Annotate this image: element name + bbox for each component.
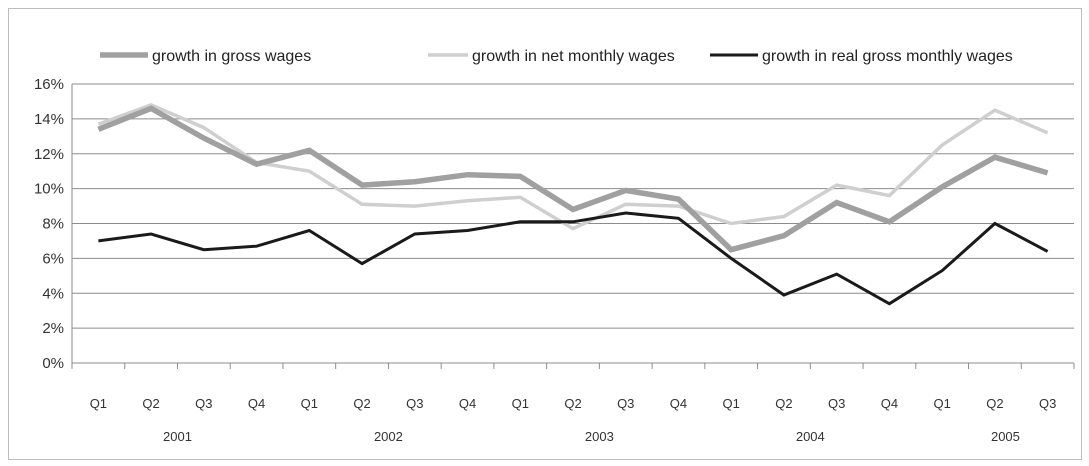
y-axis-tick-labels: 0% 2% 4% 6% 8% 10% 12% 14% 16% bbox=[34, 76, 64, 372]
x-tick-label: Q3 bbox=[406, 396, 423, 411]
series-line-3 bbox=[98, 211, 1049, 306]
x-year-label: 2003 bbox=[585, 429, 614, 444]
x-tick-label: Q4 bbox=[248, 396, 265, 411]
y-tick-label: 6% bbox=[42, 250, 64, 267]
x-year-label: 2005 bbox=[991, 429, 1020, 444]
x-tick-label: Q4 bbox=[459, 396, 476, 411]
x-tick-label: Q2 bbox=[142, 396, 159, 411]
grid-lines bbox=[72, 83, 1074, 364]
x-tick-label: Q1 bbox=[723, 396, 740, 411]
x-tick-label: Q4 bbox=[670, 396, 687, 411]
chart-frame bbox=[8, 8, 1082, 460]
legend: growth in gross wages growth in net month… bbox=[100, 48, 1013, 65]
x-tick-label: Q3 bbox=[195, 396, 212, 411]
x-tick-label: Q3 bbox=[617, 396, 634, 411]
y-tick-label: 8% bbox=[42, 216, 64, 233]
legend-label: growth in gross wages bbox=[152, 48, 311, 65]
legend-label: growth in real gross monthly wages bbox=[762, 48, 1013, 65]
x-tick-label: Q1 bbox=[933, 396, 950, 411]
x-tick-label: Q1 bbox=[90, 396, 107, 411]
y-tick-label: 4% bbox=[42, 285, 64, 302]
series-line-1 bbox=[97, 105, 1049, 253]
x-tick-label: Q2 bbox=[775, 396, 792, 411]
y-tick-label: 14% bbox=[34, 111, 64, 128]
y-tick-label: 12% bbox=[34, 146, 64, 163]
x-axis: Q1 Q2 Q3 Q4 Q1 Q2 Q3 Q4 Q1 Q2 Q3 Q4 Q1 Q2 Q3 Q4 Q1 Q2 Q3 20… bbox=[71, 84, 1075, 444]
y-tick-label: 2% bbox=[42, 320, 64, 337]
x-tick-label: Q3 bbox=[1039, 396, 1056, 411]
y-tick-label: 0% bbox=[42, 355, 64, 372]
x-tick-label: Q2 bbox=[564, 396, 581, 411]
y-tick-label: 16% bbox=[34, 76, 64, 93]
x-tick-label: Q3 bbox=[828, 396, 845, 411]
legend-label: growth in net monthly wages bbox=[472, 48, 675, 65]
x-tick-label: Q2 bbox=[353, 396, 370, 411]
x-tick-label: Q1 bbox=[301, 396, 318, 411]
x-year-label: 2001 bbox=[163, 429, 192, 444]
x-year-label: 2002 bbox=[374, 429, 403, 444]
x-tick-label: Q4 bbox=[881, 396, 898, 411]
x-tick-label: Q1 bbox=[512, 396, 529, 411]
series-lines bbox=[97, 103, 1049, 306]
x-tick-label: Q2 bbox=[986, 396, 1003, 411]
y-tick-label: 10% bbox=[34, 181, 64, 198]
x-year-label: 2004 bbox=[796, 429, 825, 444]
